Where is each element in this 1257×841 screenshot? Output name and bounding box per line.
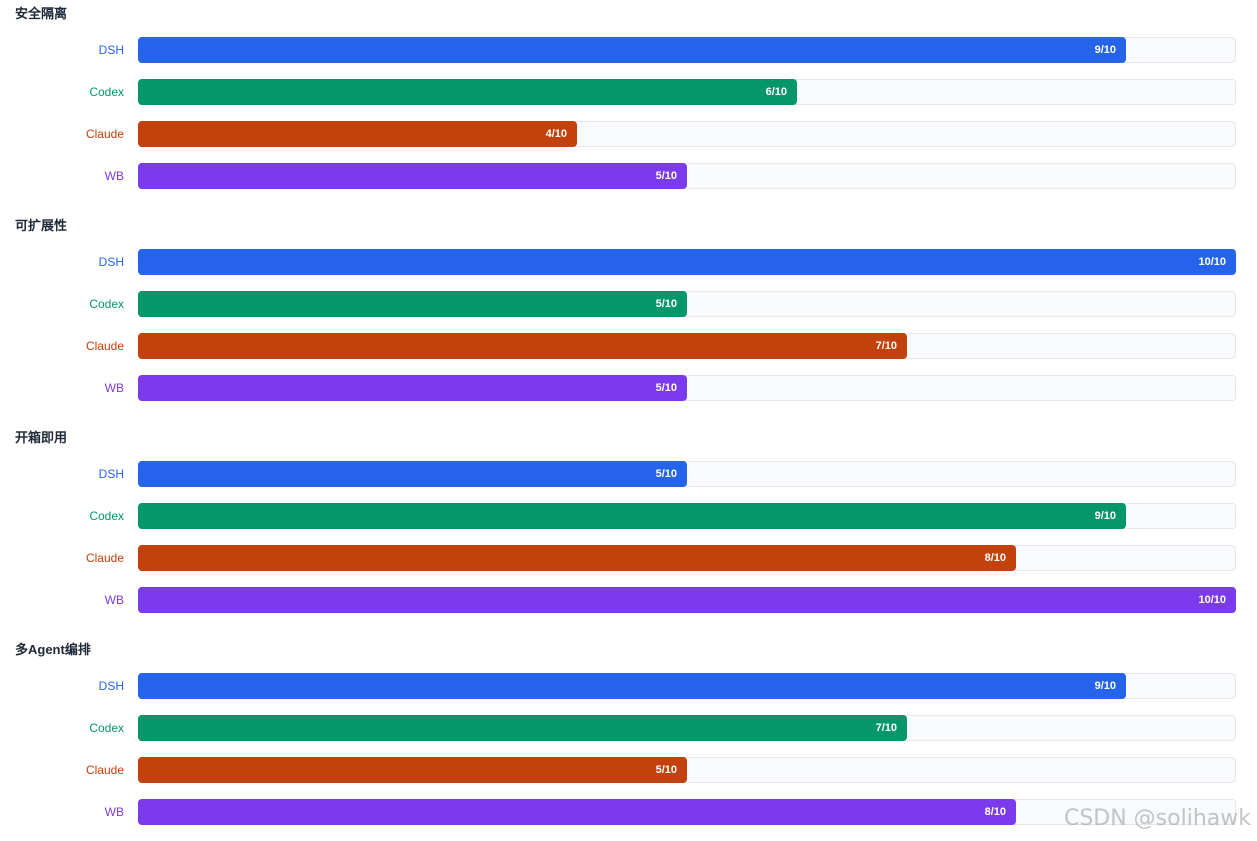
series-label: DSH	[98, 467, 124, 481]
series-label: WB	[104, 593, 124, 607]
bar-value-label: 5/10	[655, 298, 677, 310]
bar-value-label: 10/10	[1198, 256, 1226, 268]
bar-value-label: 5/10	[655, 382, 677, 394]
series-label: DSH	[98, 43, 124, 57]
bar-value-label: 9/10	[1094, 44, 1116, 56]
bar	[138, 461, 687, 487]
bar	[138, 545, 1016, 571]
bar-value-label: 9/10	[1094, 510, 1116, 522]
bar-value-label: 8/10	[984, 806, 1006, 818]
bar	[138, 121, 577, 147]
group-title: 安全隔离	[15, 6, 68, 21]
series-label: Claude	[85, 551, 124, 565]
series-label: Claude	[85, 763, 124, 777]
series-label: WB	[104, 381, 124, 395]
series-label: Codex	[89, 297, 124, 311]
series-label: Codex	[89, 721, 124, 735]
group-title: 可扩展性	[15, 218, 68, 233]
bar-value-label: 7/10	[875, 340, 897, 352]
bar-value-label: 7/10	[875, 722, 897, 734]
bar	[138, 291, 687, 317]
bar	[138, 249, 1236, 275]
series-label: WB	[104, 805, 124, 819]
bar-value-label: 8/10	[984, 552, 1006, 564]
bar	[138, 673, 1126, 699]
series-label: Claude	[85, 339, 124, 353]
bar-value-label: 5/10	[655, 468, 677, 480]
group-title: 多Agent编排	[15, 642, 91, 657]
series-label: WB	[104, 169, 124, 183]
bar	[138, 503, 1126, 529]
series-label: Codex	[89, 85, 124, 99]
bar	[138, 757, 687, 783]
bar-value-label: 9/10	[1094, 680, 1116, 692]
bar-value-label: 6/10	[765, 86, 787, 98]
bar	[138, 37, 1126, 63]
watermark-text: CSDN @solihawk	[1063, 806, 1251, 831]
bar-value-label: 10/10	[1198, 594, 1226, 606]
group-title: 开箱即用	[15, 430, 68, 445]
bar	[138, 79, 797, 105]
bar	[138, 163, 687, 189]
bar-value-label: 5/10	[655, 764, 677, 776]
bar	[138, 375, 687, 401]
bar-value-label: 5/10	[655, 170, 677, 182]
series-label: DSH	[98, 255, 124, 269]
series-label: Claude	[85, 127, 124, 141]
series-label: Codex	[89, 509, 124, 523]
series-label: DSH	[98, 679, 124, 693]
bar	[138, 799, 1016, 825]
bar-value-label: 4/10	[545, 128, 567, 140]
bar	[138, 333, 907, 359]
bar	[138, 587, 1236, 613]
bar	[138, 715, 907, 741]
